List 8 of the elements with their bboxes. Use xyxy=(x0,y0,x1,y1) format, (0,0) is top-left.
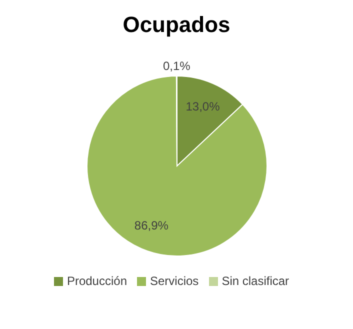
legend-label: Sin clasificar xyxy=(222,274,290,288)
data-label: 0,1% xyxy=(163,59,191,73)
pie-slice xyxy=(86,76,268,256)
data-label: 13,0% xyxy=(186,100,220,114)
legend-label: Servicios xyxy=(150,274,199,288)
data-label: 86,9% xyxy=(134,218,169,233)
legend-label: Producción xyxy=(66,274,127,288)
chart-title: Ocupados xyxy=(122,11,232,39)
